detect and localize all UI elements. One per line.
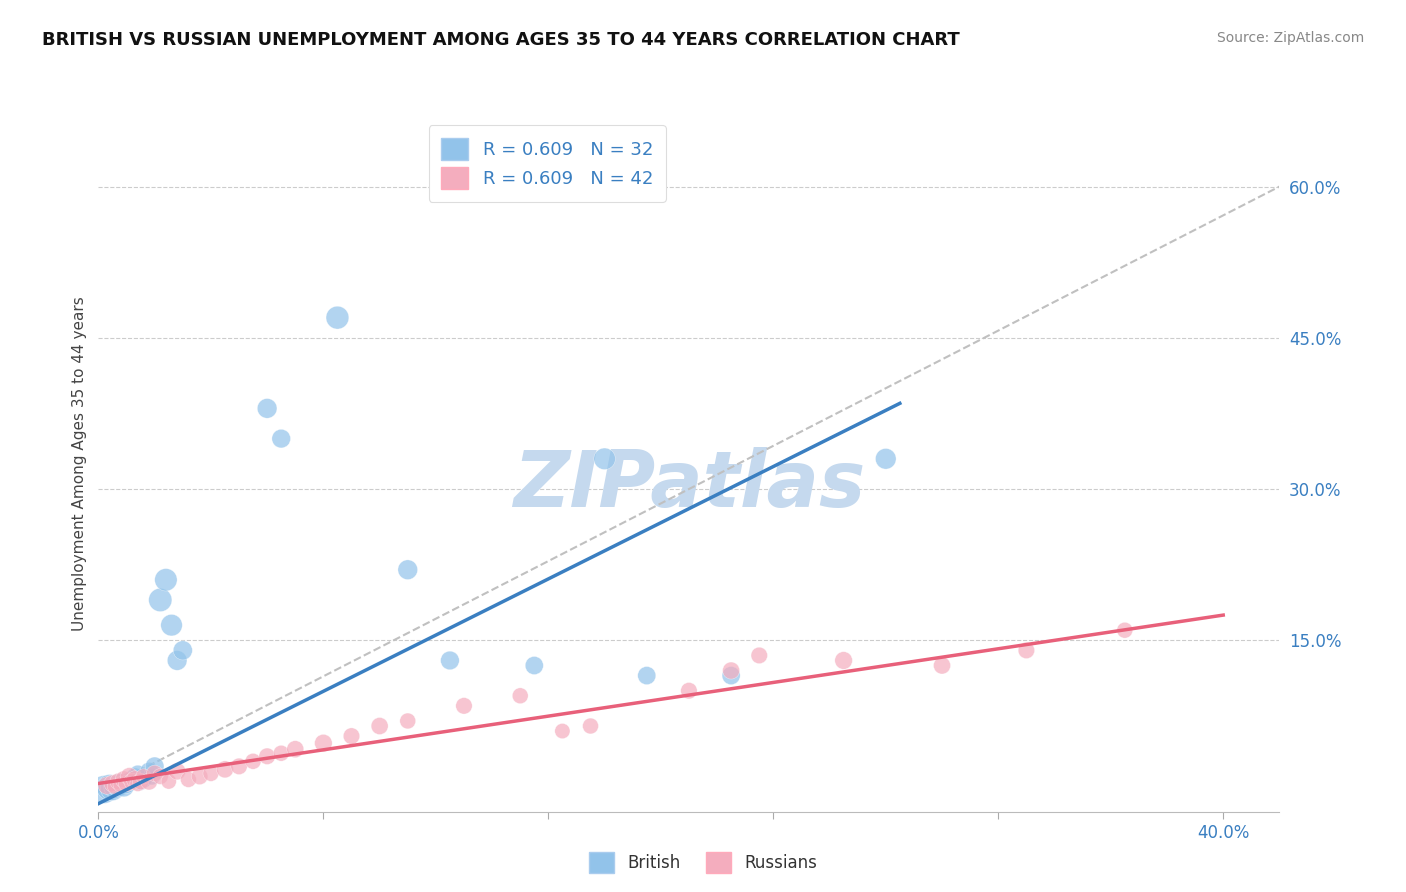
Point [551, 724, 574, 739]
Point [340, 729, 363, 743]
Point [104, 780, 127, 794]
Point [115, 776, 138, 790]
Point [579, 719, 602, 733]
Point [107, 774, 129, 789]
Point [439, 653, 461, 667]
Point [678, 683, 700, 698]
Point [172, 643, 194, 657]
Point [166, 653, 188, 667]
Point [138, 774, 160, 789]
Point [132, 772, 155, 787]
Point [368, 719, 391, 733]
Point [242, 754, 264, 768]
Text: Source: ZipAtlas.com: Source: ZipAtlas.com [1216, 31, 1364, 45]
Point [270, 432, 292, 446]
Point [107, 779, 129, 793]
Point [121, 772, 143, 787]
Point [93, 782, 115, 797]
Point [143, 766, 166, 780]
Point [720, 664, 742, 678]
Point [98, 780, 121, 795]
Point [115, 776, 138, 790]
Point [326, 310, 349, 325]
Point [127, 776, 149, 790]
Point [1114, 624, 1136, 638]
Point [523, 658, 546, 673]
Point [118, 769, 141, 783]
Point [453, 698, 475, 713]
Point [129, 774, 152, 789]
Point [101, 781, 124, 796]
Point [931, 658, 953, 673]
Legend: R = 0.609   N = 32, R = 0.609   N = 42: R = 0.609 N = 32, R = 0.609 N = 42 [429, 125, 666, 202]
Point [141, 769, 163, 783]
Point [155, 573, 177, 587]
Point [748, 648, 770, 663]
Point [312, 736, 335, 750]
Point [200, 766, 222, 780]
Point [96, 779, 118, 793]
Point [188, 769, 211, 783]
Point [138, 764, 160, 779]
Point [110, 777, 132, 791]
Point [118, 774, 141, 789]
Text: BRITISH VS RUSSIAN UNEMPLOYMENT AMONG AGES 35 TO 44 YEARS CORRELATION CHART: BRITISH VS RUSSIAN UNEMPLOYMENT AMONG AG… [42, 31, 960, 49]
Point [720, 668, 742, 682]
Point [124, 772, 146, 787]
Point [875, 451, 897, 466]
Point [160, 618, 183, 632]
Point [177, 772, 200, 787]
Point [112, 780, 135, 794]
Point [112, 772, 135, 787]
Point [270, 746, 292, 760]
Point [396, 563, 419, 577]
Point [214, 763, 236, 777]
Point [396, 714, 419, 728]
Point [110, 777, 132, 791]
Point [101, 776, 124, 790]
Point [104, 780, 127, 794]
Point [149, 593, 172, 607]
Point [509, 689, 531, 703]
Point [1015, 643, 1038, 657]
Text: ZIPatlas: ZIPatlas [513, 447, 865, 523]
Point [228, 759, 250, 773]
Point [127, 766, 149, 780]
Point [149, 769, 172, 783]
Point [132, 769, 155, 783]
Point [157, 774, 180, 789]
Point [121, 774, 143, 789]
Point [284, 742, 307, 756]
Point [593, 451, 616, 466]
Point [166, 764, 188, 779]
Point [143, 759, 166, 773]
Point [256, 401, 278, 416]
Y-axis label: Unemployment Among Ages 35 to 44 years: Unemployment Among Ages 35 to 44 years [72, 296, 87, 632]
Point [256, 749, 278, 764]
Legend: British, Russians: British, Russians [582, 846, 824, 880]
Point [129, 774, 152, 789]
Point [636, 668, 658, 682]
Point [124, 769, 146, 783]
Point [832, 653, 855, 667]
